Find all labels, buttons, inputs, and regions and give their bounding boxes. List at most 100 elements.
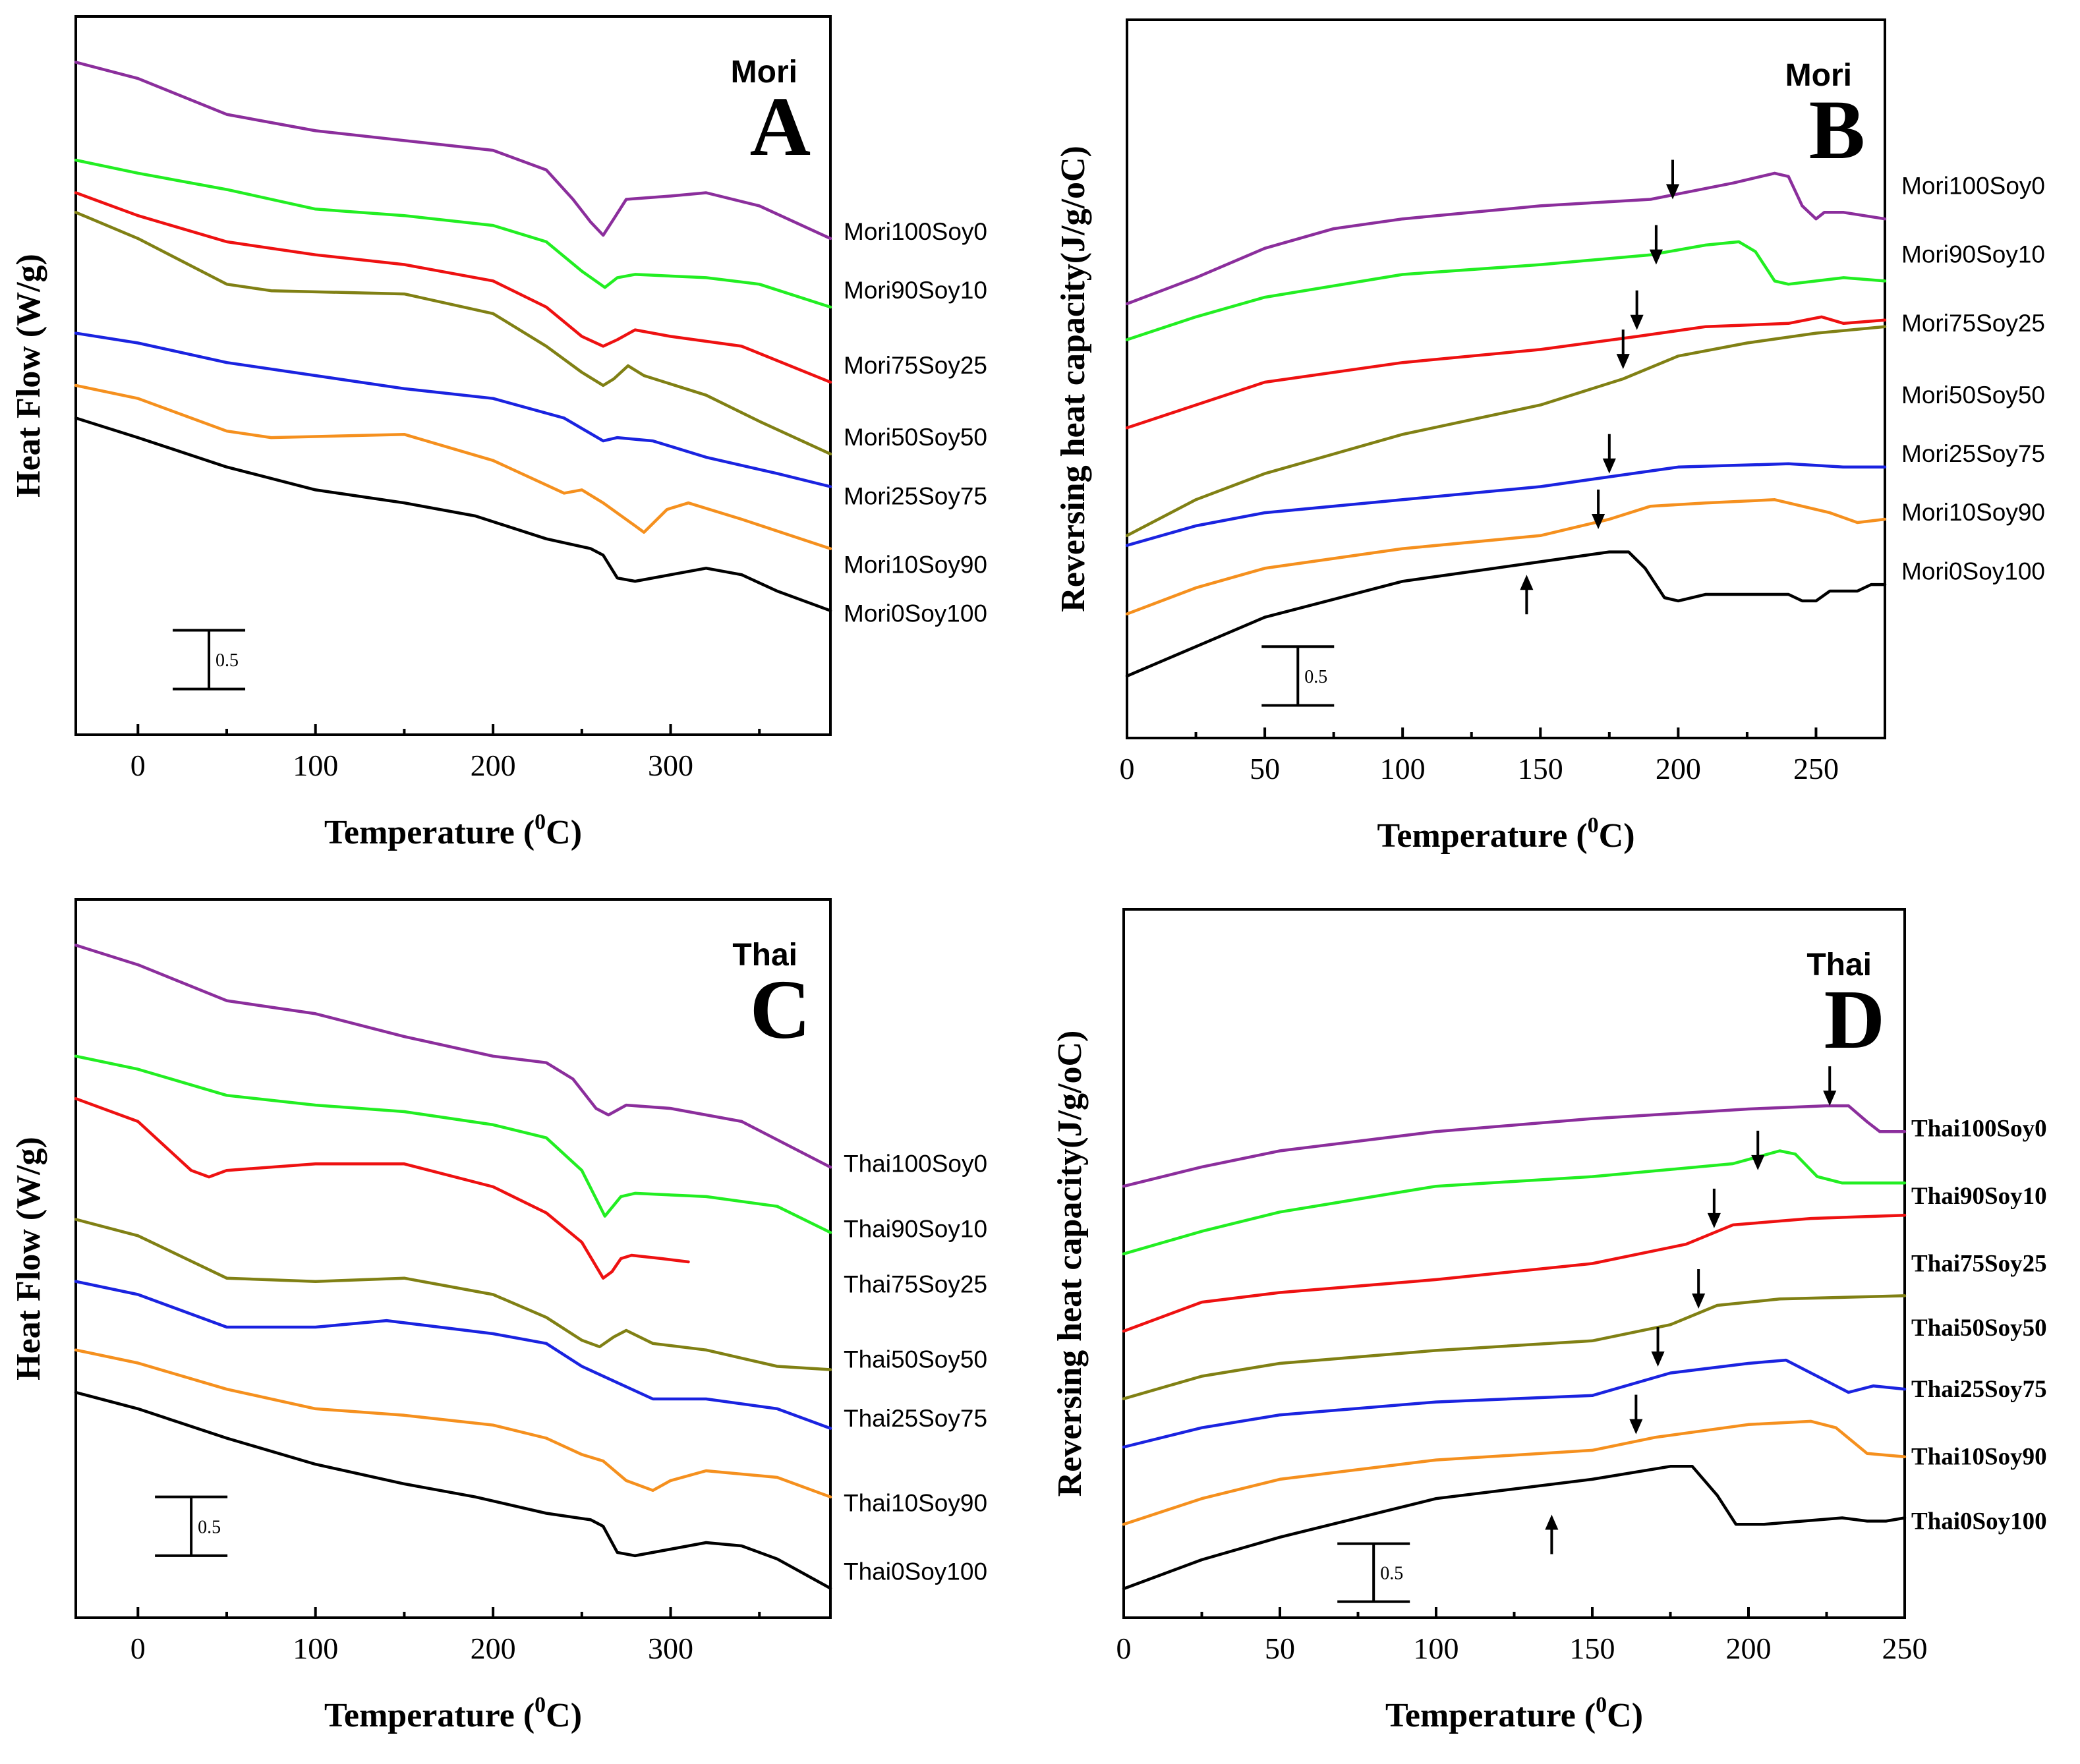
x-axis-label: Temperature (0C): [324, 1693, 582, 1734]
series-label: Thai100Soy0: [1911, 1115, 2047, 1142]
series-line: [1122, 1149, 1907, 1256]
series-label: Thai10Soy90: [844, 1490, 987, 1517]
transition-arrow-head: [1520, 575, 1534, 590]
series-label: Thai90Soy10: [844, 1215, 987, 1242]
series-line: [1122, 1419, 1907, 1526]
series-line: [74, 1218, 832, 1371]
series-label: Mori75Soy25: [1901, 310, 2045, 337]
series-line: [74, 158, 832, 309]
plot-frame: [1122, 908, 1906, 1619]
y-axis-label: Reversing heat capacity(J/g/oC): [1051, 1031, 1089, 1497]
series-label: Mori50Soy50: [844, 424, 987, 451]
series-line: [74, 1096, 690, 1280]
x-tick-label: 0: [130, 1632, 146, 1665]
x-tick-label: 100: [1414, 1632, 1459, 1665]
x-tick-label: 300: [648, 1632, 693, 1665]
series-label: Mori10Soy90: [844, 551, 987, 578]
series-line: [74, 384, 832, 550]
panel-letter: B: [1809, 83, 1865, 177]
series-label: Mori25Soy75: [1901, 440, 2045, 467]
series-label: Thai75Soy25: [844, 1271, 987, 1298]
series-line: [1122, 1213, 1907, 1333]
transition-arrow-head: [1651, 1351, 1665, 1367]
series-line: [74, 1390, 832, 1590]
transition-arrow-head: [1616, 354, 1630, 370]
series-line: [1125, 315, 1887, 430]
panel-letter: D: [1824, 973, 1885, 1066]
x-tick-label: 0: [130, 749, 146, 782]
series-line: [1122, 1294, 1907, 1400]
series-line: [74, 61, 832, 241]
y-axis-label: Reversing heat capacity(J/g/oC): [1054, 146, 1092, 612]
transition-arrow-head: [1592, 513, 1605, 529]
transition-arrow-head: [1630, 314, 1644, 330]
x-tick-label: 100: [1380, 752, 1426, 785]
series-line: [1122, 1104, 1907, 1188]
series-line: [74, 416, 832, 612]
x-tick-label: 200: [1656, 752, 1701, 785]
x-axis-label: Temperature (0C): [324, 810, 582, 851]
x-tick-label: 250: [1882, 1632, 1928, 1665]
panel-a: 0 100 200 300 Temperature (0C) Heat Flow (W/g…: [10, 15, 987, 851]
panel-b: 0 50 100 150 200 250 Temperature (0C) Reversing…: [1054, 18, 2045, 855]
panel-c: 0 100 200 300 Temperature (0C) Heat Flow (W/g…: [10, 898, 987, 1734]
x-tick-label: 0: [1116, 1632, 1132, 1665]
panel-d: 0 50 100 150 200 250 Temperature (0C) Reversing…: [1051, 908, 2047, 1734]
series-label: Mori50Soy50: [1901, 382, 2045, 409]
x-tick-label: 0: [1120, 752, 1135, 785]
series-line: [74, 211, 832, 456]
series-label: Thai90Soy10: [1911, 1183, 2047, 1210]
y-axis-label: Heat Flow (W/g): [10, 254, 47, 498]
series-line: [74, 1054, 832, 1234]
panel-title: Thai: [1806, 948, 1872, 982]
x-tick-label: 200: [1726, 1632, 1772, 1665]
series-label: Thai10Soy90: [1911, 1444, 2047, 1471]
series-label: Thai0Soy100: [1911, 1508, 2047, 1535]
y-axis-label: Heat Flow (W/g): [10, 1137, 47, 1380]
series-line: [74, 1348, 832, 1498]
x-tick-label: 200: [471, 1632, 516, 1665]
plot-frame: [74, 898, 832, 1619]
series-line: [74, 331, 832, 488]
x-tick-label: 50: [1265, 1632, 1295, 1665]
x-tick-label: 200: [471, 749, 516, 782]
plot-frame: [74, 15, 832, 736]
x-axis-label: Temperature (0C): [1377, 813, 1634, 855]
series-line: [1125, 498, 1887, 615]
panel-title: Mori: [1785, 58, 1852, 93]
series-label: Thai25Soy75: [1911, 1376, 2047, 1403]
series-label: Mori90Soy10: [844, 277, 987, 304]
series-line: [1125, 240, 1887, 341]
series-label: Mori90Soy10: [1901, 241, 2045, 268]
transition-arrow-head: [1629, 1419, 1643, 1435]
series-label: Mori25Soy75: [844, 482, 987, 509]
x-tick-label: 100: [293, 1632, 338, 1665]
x-tick-label: 300: [648, 749, 693, 782]
scale-bar-label: 0.5: [1304, 667, 1327, 687]
panel-letter: C: [750, 963, 811, 1056]
transition-arrow-head: [1602, 458, 1616, 474]
scale-bar-label: 0.5: [1380, 1564, 1403, 1584]
panel-title: Thai: [732, 938, 797, 973]
series-label: Thai50Soy50: [844, 1346, 987, 1373]
transition-arrow-head: [1751, 1154, 1765, 1170]
series-label: Mori0Soy100: [1901, 557, 2045, 584]
x-tick-label: 150: [1518, 752, 1563, 785]
series-line: [1125, 462, 1887, 547]
x-tick-label: 250: [1793, 752, 1839, 785]
x-axis-label: Temperature (0C): [1385, 1693, 1643, 1734]
scale-bar-label: 0.5: [216, 650, 239, 671]
series-label: Thai100Soy0: [844, 1150, 987, 1177]
plot-frame: [1126, 18, 1886, 739]
series-line: [1125, 550, 1887, 678]
series-line: [74, 1280, 832, 1430]
panel-title: Mori: [731, 55, 797, 90]
transition-arrow-head: [1823, 1091, 1837, 1106]
series-line: [1125, 325, 1887, 538]
scale-bar-label: 0.5: [198, 1517, 221, 1537]
transition-arrow-head: [1545, 1514, 1559, 1530]
series-line: [74, 191, 832, 384]
x-tick-label: 50: [1250, 752, 1280, 785]
series-label: Thai50Soy50: [1911, 1315, 2047, 1342]
